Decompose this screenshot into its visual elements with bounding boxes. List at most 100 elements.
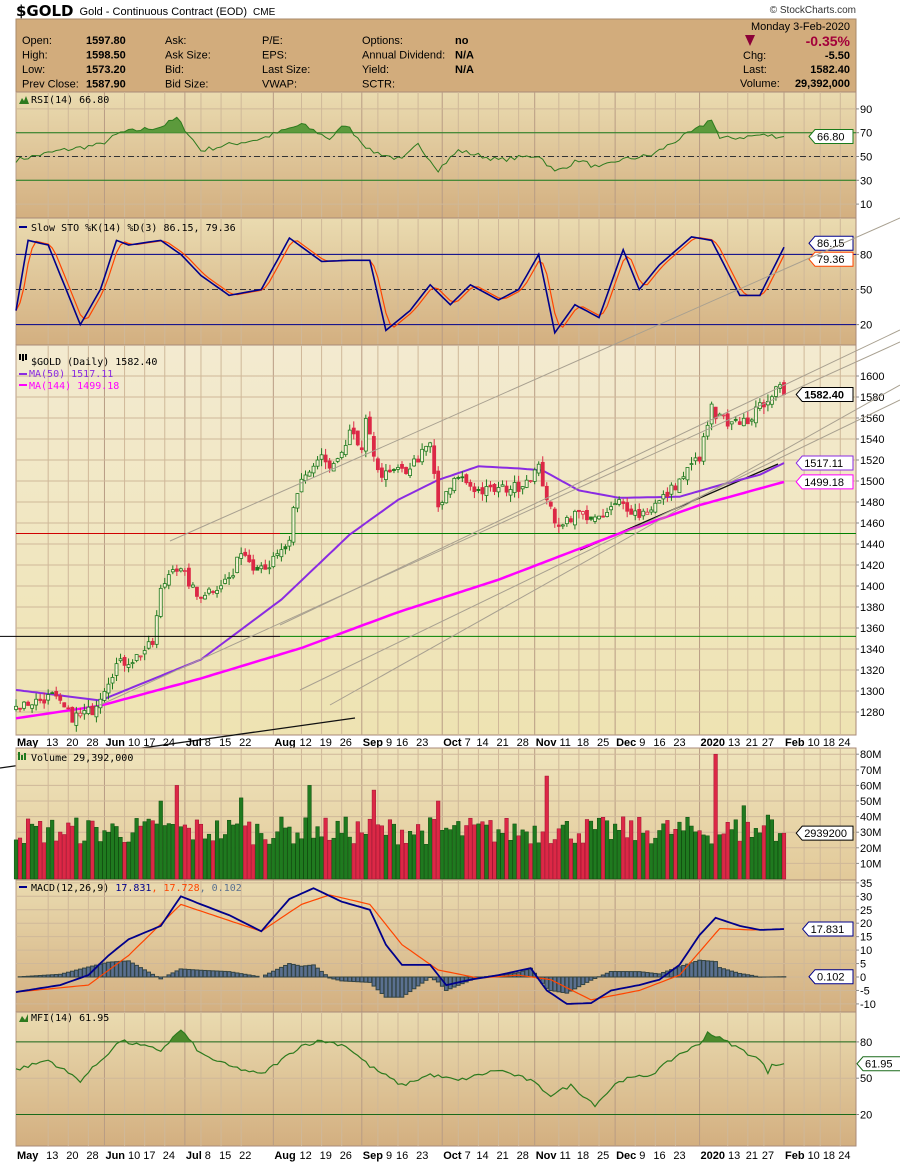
volume-bar [86,820,91,880]
candle [568,518,573,523]
volume-bar [520,829,525,880]
ma144-tag-box [795,474,854,490]
candle [90,705,95,716]
candle [199,596,203,599]
volume-bar [705,835,710,880]
candle [347,429,352,446]
volume-bar [637,817,642,880]
x-axis-label: Sep [363,737,383,749]
candle [380,467,384,478]
volume-bar [460,835,465,880]
x-axis-label: 20 [66,1150,78,1162]
candle [375,458,380,471]
candle [701,436,706,462]
volume-value: 29,392,000 [795,78,850,90]
candle [585,509,589,521]
volume-bar [560,824,565,880]
volume-bar [448,829,453,880]
sto-d-tag: 79.36 [817,254,845,266]
axis-label: 1300 [860,686,884,698]
credit-link[interactable]: © StockCharts.com [770,5,856,16]
candle [436,470,441,508]
volume-bar [532,825,537,880]
histogram-value: 0.102 [212,883,242,894]
candle [721,414,726,417]
x-axis-label: 18 [577,737,589,749]
macd-histogram-bar [657,973,662,978]
candle [472,486,477,493]
candle [713,406,718,420]
macd-histogram-bar [705,960,710,978]
candle [26,701,30,706]
x-axis-label: 18 [823,737,835,749]
price-panel: 1280 1300 1320 1340 1360 1380 1400 1420 1440 1460… [14,344,884,736]
volume-bar [219,838,224,880]
sto-k-line [15,236,785,335]
candle [162,583,167,588]
macd-histogram-bar [572,976,578,990]
volume-bar [21,843,27,880]
volume-bar [307,785,312,880]
x-axis-label: 17 [143,1150,155,1162]
axis-label: -5 [860,985,870,997]
volume-bar [476,823,481,880]
macd-histogram-bar [206,970,212,978]
axis-label: 20 [860,918,872,930]
x-axis-label: Sep [363,1150,383,1162]
candle [191,584,195,588]
candle [287,539,292,547]
volume-bar [190,839,195,880]
candle [673,485,678,491]
sto-k-tag-box [808,235,854,251]
volume-bar [170,824,175,880]
volume-bar [295,832,300,880]
candle [629,508,634,515]
volume-bar [617,830,622,880]
mfi-tag-box [856,1056,900,1072]
candle [456,477,461,479]
volume-bar [251,844,256,880]
x-axis-label: 13 [46,1150,58,1162]
candle [689,463,694,465]
quote-label: SCTR: [362,79,395,91]
volume-bar [319,836,324,880]
volume-bar [223,834,228,880]
candle [500,484,505,487]
candle [508,489,513,496]
axis-label: 1280 [860,707,884,719]
axis-label: 15 [860,932,872,944]
x-axis-label: 16 [396,737,408,749]
volume-bar [379,825,384,880]
macd-histogram-bar [267,972,272,978]
volume-bar [90,820,95,880]
volume-bar [243,825,248,880]
macd-histogram-bar [202,969,208,978]
volume-bar [403,843,409,880]
signal-value: 17.728 [163,883,199,894]
volume-bar [146,818,151,880]
x-axis-label: 9 [386,1150,392,1162]
volume-bar [122,842,127,880]
volume-bar [564,821,569,880]
volume-bar [283,827,288,880]
volume-bar [568,838,573,880]
volume-bar [649,843,654,880]
quote-label: Bid: [165,64,184,76]
candle [271,555,276,568]
quote-label: Prev Close: [22,79,79,91]
volume-bar [488,820,493,880]
volume-bar [721,833,726,880]
x-axis-label: 22 [239,737,251,749]
macd-tag-box [801,921,854,937]
volume-bar [98,841,103,880]
x-axis-label: 28 [86,1150,98,1162]
volume-bar [118,837,123,880]
volume-bar [46,827,51,880]
macd-histogram-bar [178,968,184,978]
macd-histogram-bar [174,970,180,978]
volume-bar [572,842,577,880]
volume-bar [536,842,541,880]
candle [174,568,179,572]
volume-bar [34,825,39,880]
volume-bar [605,820,610,880]
